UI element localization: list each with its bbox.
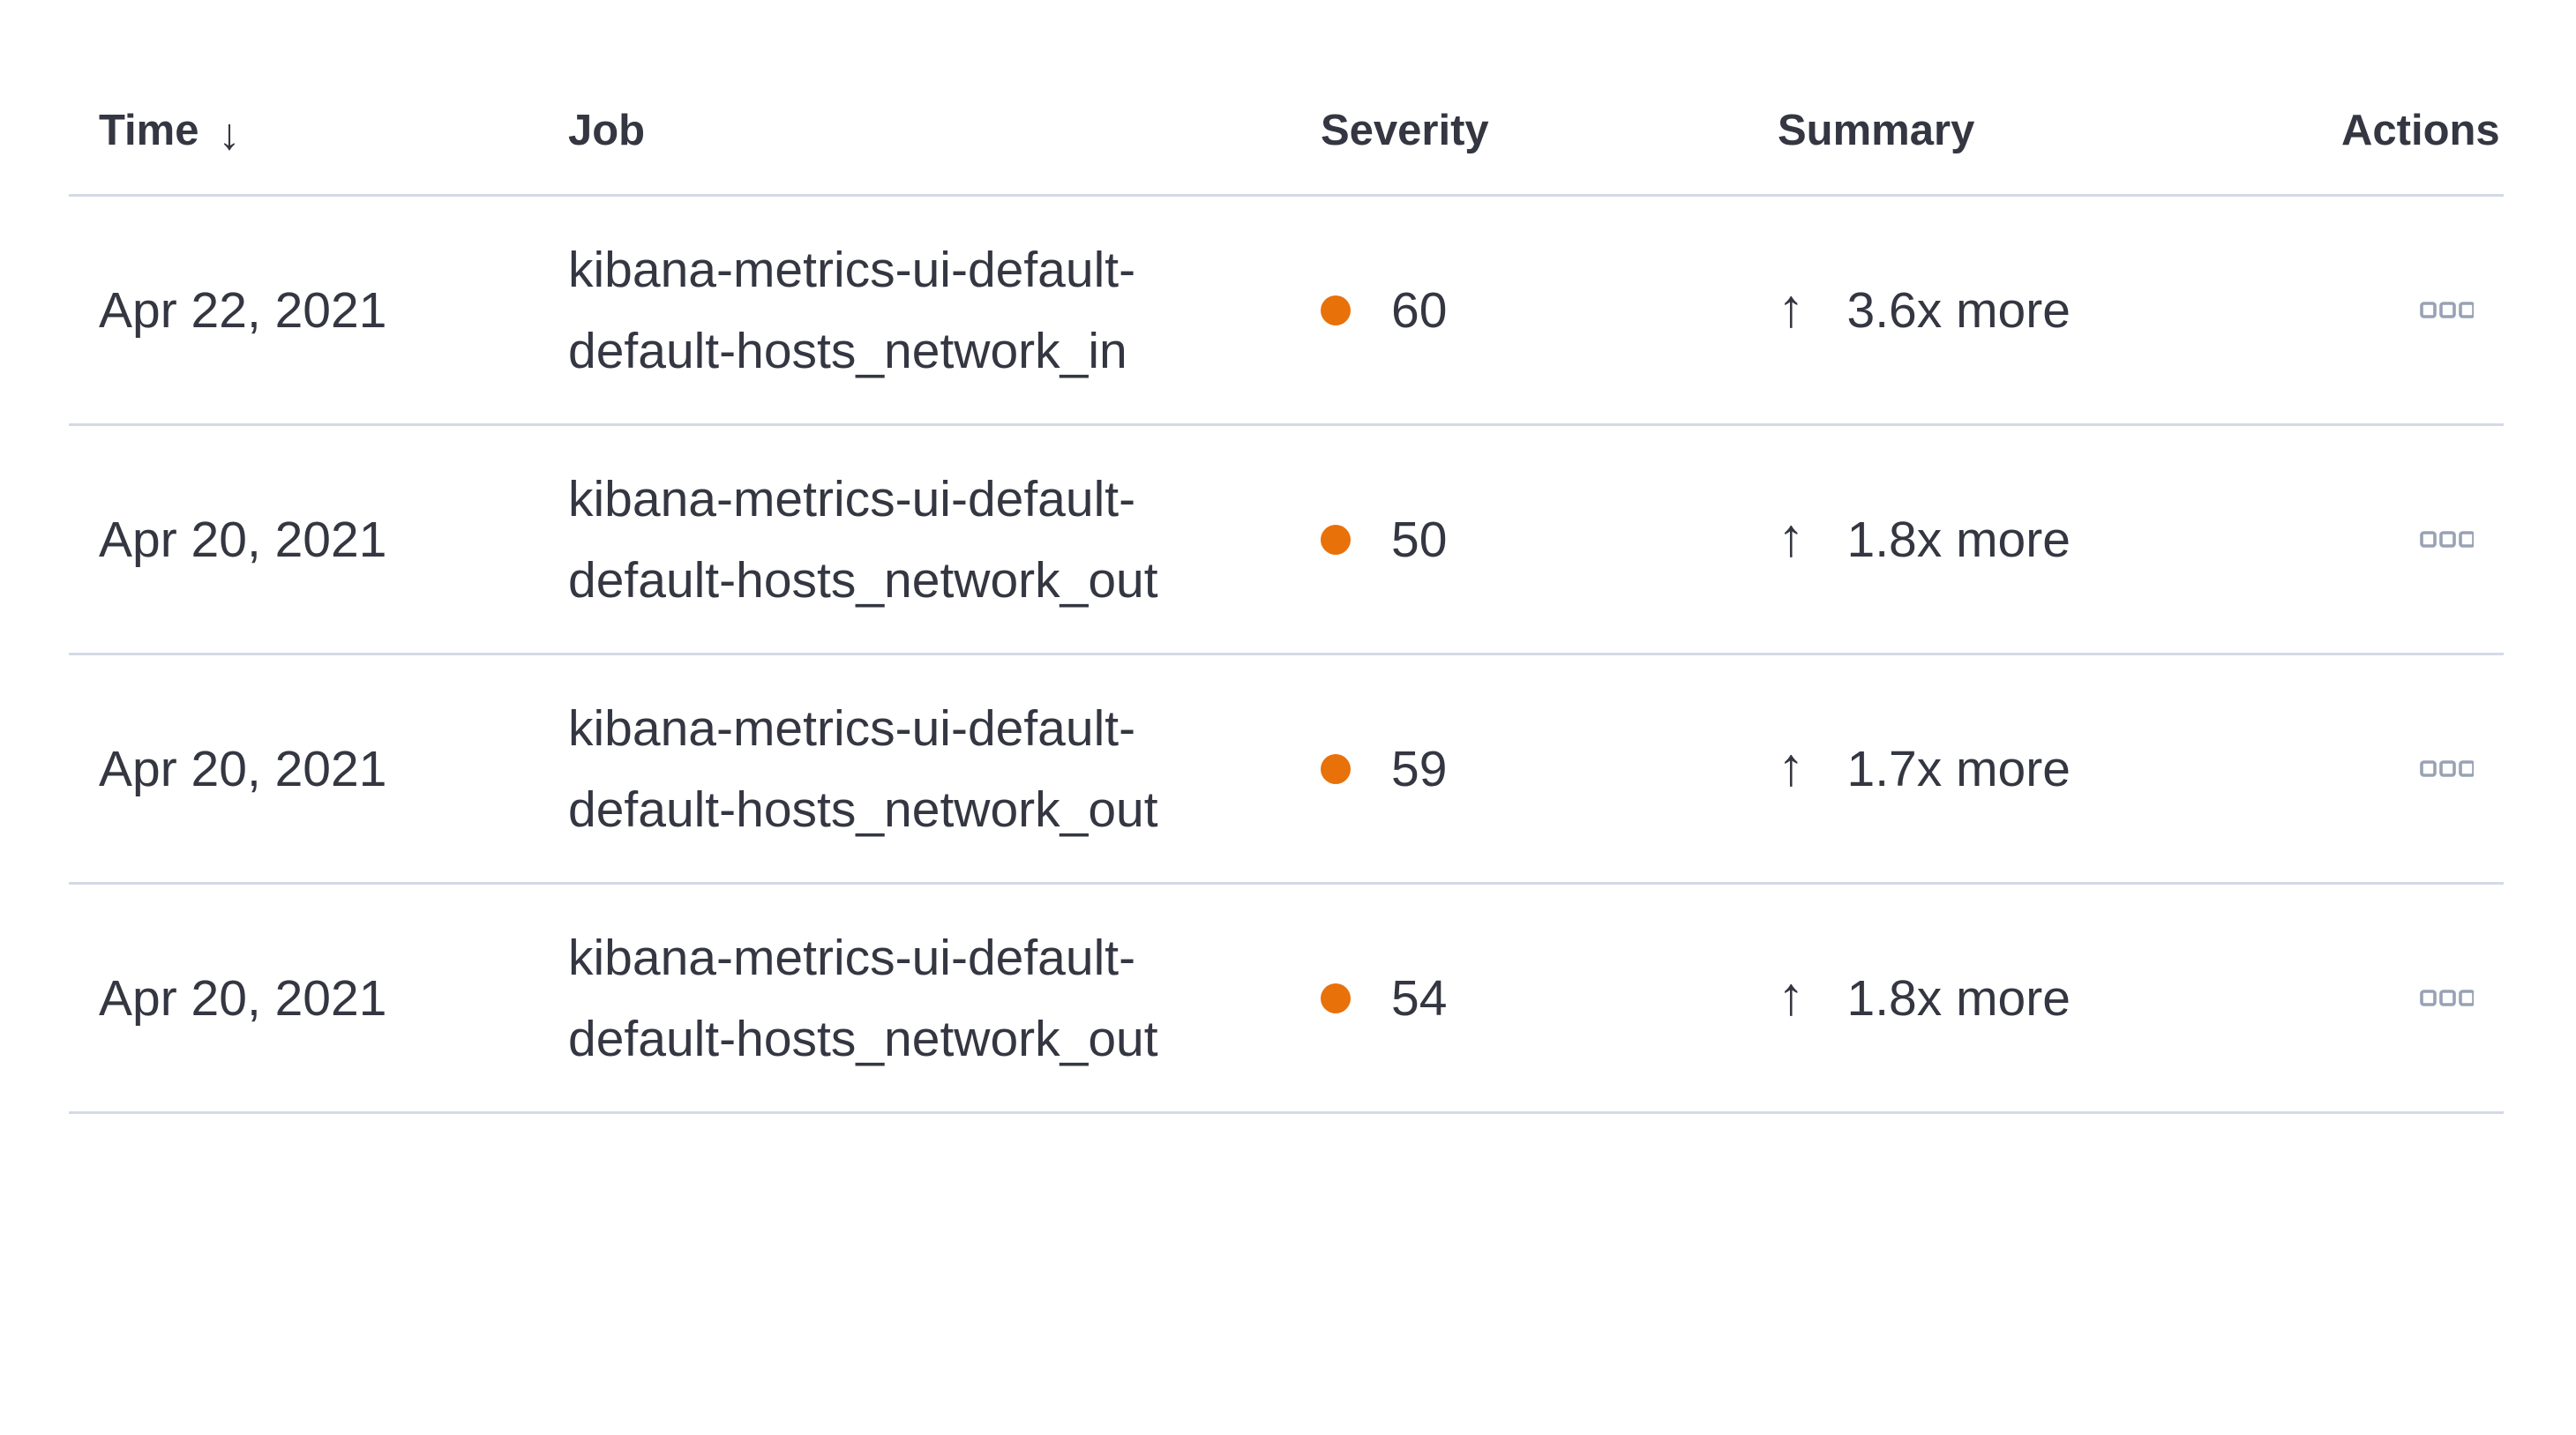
summary-value: 1.8x more xyxy=(1846,511,2071,568)
boxes-horizontal-icon xyxy=(2420,530,2474,548)
time-cell: Apr 20, 2021 xyxy=(99,969,387,1027)
job-name-line2: default-hosts_network_out xyxy=(568,781,1158,838)
severity-dot-icon xyxy=(1321,295,1351,325)
time-cell: Apr 20, 2021 xyxy=(99,740,387,797)
job-name-line1: kibana-metrics-ui-default- xyxy=(568,929,1136,986)
severity-dot-icon xyxy=(1321,983,1351,1013)
actions-cell xyxy=(2311,300,2504,321)
severity-value: 54 xyxy=(1391,969,1448,1027)
row-actions-button[interactable] xyxy=(2419,300,2474,321)
column-header-job: Job xyxy=(568,107,646,154)
job-cell: kibana-metrics-ui-default- default-hosts… xyxy=(538,229,1291,392)
boxes-horizontal-icon xyxy=(2420,759,2474,777)
severity-cell: 59 xyxy=(1291,740,1748,798)
severity-cell: 54 xyxy=(1291,969,1748,1028)
row-actions-button[interactable] xyxy=(2419,529,2474,550)
summary-value: 3.6x more xyxy=(1846,281,2071,339)
severity-value: 59 xyxy=(1391,740,1448,797)
summary-cell: ↑ 1.8x more xyxy=(1748,969,2311,1028)
severity-value: 50 xyxy=(1391,511,1448,568)
table-row: Apr 20, 2021 kibana-metrics-ui-default- … xyxy=(69,426,2504,655)
row-actions-button[interactable] xyxy=(2419,988,2474,1009)
severity-cell: 60 xyxy=(1291,281,1748,340)
job-cell: kibana-metrics-ui-default- default-hosts… xyxy=(538,917,1291,1080)
summary-value: 1.8x more xyxy=(1846,969,2071,1027)
severity-dot-icon xyxy=(1321,524,1351,555)
summary-cell: ↑ 1.8x more xyxy=(1748,511,2311,569)
table-header-row: Time ↓ Job Severity Summary Actions xyxy=(69,0,2504,197)
table-row: Apr 20, 2021 kibana-metrics-ui-default- … xyxy=(69,885,2504,1114)
arrow-up-icon: ↑ xyxy=(1778,278,1805,338)
job-name-line2: default-hosts_network_in xyxy=(568,322,1127,379)
job-name-line1: kibana-metrics-ui-default- xyxy=(568,241,1136,298)
table-body: Apr 22, 2021 kibana-metrics-ui-default- … xyxy=(69,197,2504,1114)
anomalies-table: Time ↓ Job Severity Summary Actions Apr … xyxy=(69,0,2504,1114)
summary-value: 1.7x more xyxy=(1846,740,2071,797)
time-cell: Apr 20, 2021 xyxy=(99,511,387,568)
summary-cell: ↑ 3.6x more xyxy=(1748,281,2311,340)
time-cell: Apr 22, 2021 xyxy=(99,281,387,339)
job-cell: kibana-metrics-ui-default- default-hosts… xyxy=(538,688,1291,850)
column-header-summary: Summary xyxy=(1778,107,1975,154)
arrow-up-icon: ↑ xyxy=(1778,736,1805,796)
boxes-horizontal-icon xyxy=(2420,301,2474,318)
arrow-up-icon: ↑ xyxy=(1778,966,1805,1026)
boxes-horizontal-icon xyxy=(2420,989,2474,1006)
severity-dot-icon xyxy=(1321,753,1351,784)
row-actions-button[interactable] xyxy=(2419,759,2474,780)
table-row: Apr 20, 2021 kibana-metrics-ui-default- … xyxy=(69,655,2504,885)
actions-cell xyxy=(2311,529,2504,550)
actions-cell xyxy=(2311,759,2504,780)
severity-value: 60 xyxy=(1391,281,1448,339)
table-row: Apr 22, 2021 kibana-metrics-ui-default- … xyxy=(69,197,2504,426)
job-name-line1: kibana-metrics-ui-default- xyxy=(568,699,1136,757)
job-name-line2: default-hosts_network_out xyxy=(568,1010,1158,1067)
job-name-line1: kibana-metrics-ui-default- xyxy=(568,470,1136,527)
arrow-up-icon: ↑ xyxy=(1778,507,1805,567)
column-header-severity: Severity xyxy=(1321,107,1489,154)
column-header-time[interactable]: Time ↓ xyxy=(69,106,538,159)
sort-descending-icon: ↓ xyxy=(218,109,241,159)
column-header-time-label: Time xyxy=(99,107,199,154)
column-header-actions: Actions xyxy=(2341,107,2500,154)
job-cell: kibana-metrics-ui-default- default-hosts… xyxy=(538,459,1291,621)
summary-cell: ↑ 1.7x more xyxy=(1748,740,2311,798)
severity-cell: 50 xyxy=(1291,511,1748,569)
job-name-line2: default-hosts_network_out xyxy=(568,551,1158,609)
actions-cell xyxy=(2311,988,2504,1009)
